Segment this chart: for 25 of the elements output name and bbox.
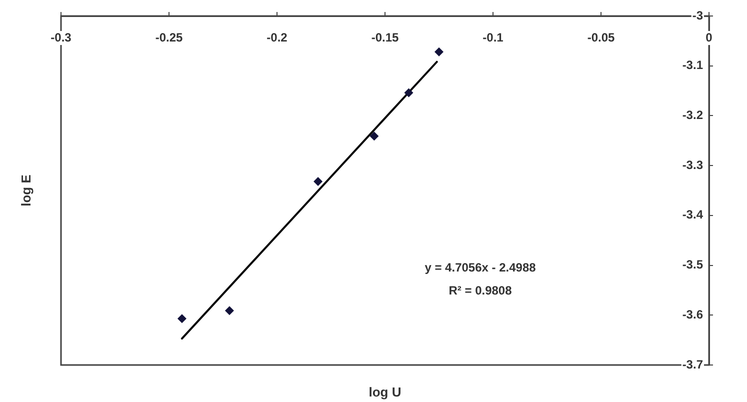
x-tick-label: -0.05 [587, 30, 615, 44]
point [314, 177, 323, 186]
annotation: y = 4.7056x - 2.4988 [424, 260, 536, 274]
point [224, 306, 234, 316]
y-tick-label: -3 [692, 8, 704, 22]
y-tick-label: -3.5 [682, 258, 704, 272]
y-axis-title: log E [18, 174, 34, 206]
x-tick-label: -0.3 [50, 30, 72, 44]
y-tick-label: -3.3 [682, 158, 704, 172]
y-tick-label: -3.6 [682, 307, 704, 322]
point [370, 132, 379, 141]
y-tick-label: -3.7 [682, 357, 704, 372]
annotation: R² = 0.9808 [448, 283, 512, 298]
y-tick-label: -3.4 [682, 208, 704, 222]
x-tick-label: -0.25 [155, 30, 183, 44]
x-tick-label: -0.15 [371, 30, 399, 44]
y-tick-label: -3.2 [682, 108, 704, 122]
x-axis-title: log U [368, 384, 402, 400]
point [177, 314, 186, 324]
x-tick-label: -0.1 [482, 30, 504, 44]
y-tick-label: -3.1 [682, 58, 704, 72]
point [434, 47, 444, 56]
x-tick-label: -0.2 [266, 30, 288, 44]
x-tick-label: 0 [706, 30, 713, 44]
point [404, 88, 414, 98]
